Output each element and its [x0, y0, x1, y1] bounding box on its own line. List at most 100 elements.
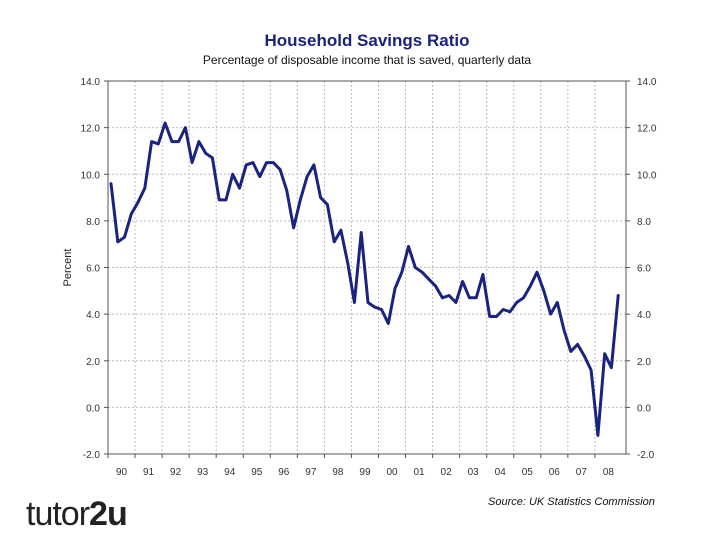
- data-point: [353, 301, 356, 304]
- data-point: [502, 308, 505, 311]
- data-point: [306, 175, 308, 178]
- data-point: [340, 229, 342, 231]
- y-tick-label-right: 14.0: [637, 77, 657, 88]
- data-point: [515, 301, 518, 304]
- data-point: [401, 271, 403, 274]
- data-point: [461, 280, 464, 283]
- data-point: [272, 161, 275, 164]
- data-point: [536, 271, 538, 274]
- data-point: [597, 434, 599, 437]
- x-tick-label: 03: [468, 467, 480, 478]
- data-point: [468, 297, 471, 299]
- y-tick-label-left: -2.0: [83, 450, 101, 461]
- data-point: [434, 285, 437, 287]
- data-point: [529, 285, 532, 287]
- data-point: [475, 297, 478, 299]
- data-point: [421, 271, 423, 274]
- data-point: [184, 126, 187, 129]
- data-point: [482, 273, 484, 276]
- data-point: [319, 196, 322, 199]
- x-tick-label: 05: [522, 467, 534, 478]
- data-point: [265, 161, 268, 164]
- y-tick-label-right: 8.0: [637, 217, 651, 228]
- data-point: [509, 311, 511, 313]
- data-point: [204, 152, 207, 155]
- data-point: [387, 322, 390, 325]
- x-tick-label: 08: [603, 467, 615, 478]
- data-point: [137, 201, 139, 203]
- y-tick-label-left: 14.0: [81, 77, 101, 88]
- data-point: [218, 199, 220, 201]
- data-point: [326, 203, 329, 206]
- data-point: [177, 140, 180, 143]
- data-point: [610, 366, 613, 369]
- data-point: [313, 164, 315, 166]
- data-point: [130, 213, 133, 215]
- data-point: [157, 143, 160, 145]
- data-point: [198, 140, 200, 143]
- data-point: [441, 297, 444, 299]
- axes: [104, 80, 630, 458]
- data-point: [590, 369, 592, 371]
- x-tick-label: 95: [251, 467, 263, 478]
- x-tick-label: 97: [305, 467, 317, 478]
- brand-logo: tutor2u: [26, 495, 128, 533]
- x-tick-label: 96: [278, 467, 290, 478]
- series-line: [109, 121, 620, 437]
- data-point: [150, 140, 153, 143]
- data-point: [543, 290, 545, 292]
- y-tick-label-left: 4.0: [86, 310, 100, 321]
- series: [109, 121, 620, 437]
- data-point: [252, 161, 254, 164]
- data-point: [380, 308, 383, 311]
- x-tick-label: 04: [495, 467, 507, 478]
- data-point: [570, 350, 572, 353]
- data-point: [211, 157, 214, 159]
- data-point: [448, 294, 450, 297]
- y-axis-title: Percent: [62, 249, 74, 287]
- chart-subtitle: Percentage of disposable income that is …: [202, 53, 532, 67]
- data-point: [563, 329, 565, 332]
- data-point: [583, 355, 586, 357]
- y-tick-label-right: -2.0: [637, 450, 655, 461]
- data-point: [394, 287, 396, 290]
- data-point: [279, 168, 281, 171]
- data-point: [522, 297, 525, 299]
- data-point: [556, 301, 559, 304]
- data-point: [360, 231, 363, 234]
- data-point: [455, 301, 457, 304]
- x-tick-label: 94: [224, 467, 236, 478]
- y-tick-label-left: 0.0: [86, 403, 100, 414]
- data-point: [617, 294, 619, 297]
- data-point: [603, 353, 606, 355]
- data-point: [164, 122, 166, 124]
- data-point: [346, 262, 349, 264]
- data-point: [428, 278, 430, 281]
- tick-labels: 14.0 14.0 12.0 12.0 10.0 10.0 8.0 8.0 6.0 6.0 4.0 4…: [62, 77, 657, 478]
- x-tick-label: 00: [386, 467, 398, 478]
- data-point: [286, 189, 288, 192]
- data-point: [495, 315, 498, 318]
- x-tick-label: 99: [359, 467, 371, 478]
- y-tick-label-right: 0.0: [637, 403, 651, 414]
- chart-title: Household Savings Ratio: [264, 31, 470, 50]
- data-point: [414, 266, 417, 269]
- x-tick-label: 93: [197, 467, 209, 478]
- data-point: [231, 173, 234, 176]
- data-point: [549, 313, 552, 315]
- x-tick-label: 07: [576, 467, 588, 478]
- data-point: [123, 236, 126, 238]
- y-tick-label-right: 4.0: [637, 310, 651, 321]
- data-point: [488, 315, 491, 318]
- data-point: [333, 241, 336, 243]
- data-point: [110, 182, 112, 185]
- data-point: [117, 241, 119, 243]
- x-tick-label: 01: [414, 467, 426, 478]
- x-tick-label: 92: [170, 467, 182, 478]
- data-point: [238, 187, 241, 189]
- data-point: [191, 161, 193, 164]
- y-tick-label-left: 10.0: [81, 170, 101, 181]
- y-tick-label-right: 12.0: [637, 124, 657, 135]
- y-tick-label-right: 6.0: [637, 264, 651, 275]
